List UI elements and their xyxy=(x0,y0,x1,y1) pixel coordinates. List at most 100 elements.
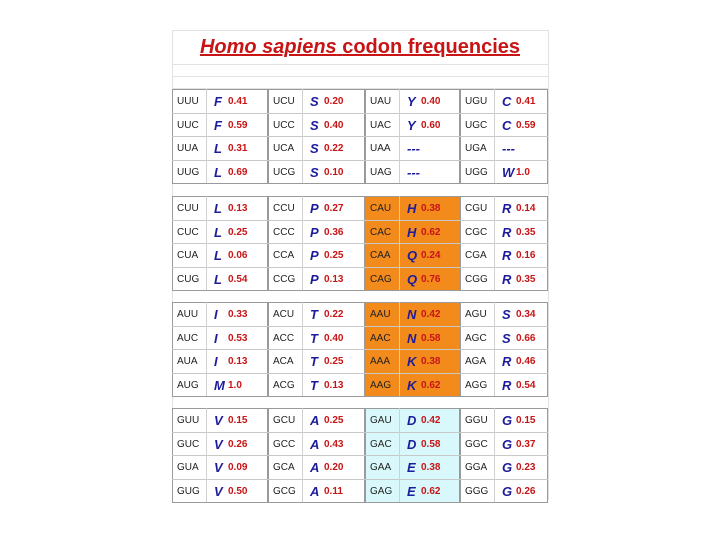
amino-acid: F xyxy=(214,94,222,109)
frequency: 0.35 xyxy=(516,226,536,238)
amino-acid: K xyxy=(407,377,417,393)
amino-acid: R xyxy=(502,354,512,369)
frequency: 0.13 xyxy=(324,379,344,391)
amino-acid: G xyxy=(502,460,513,475)
codon: CGC xyxy=(465,226,488,238)
frequency: 0.24 xyxy=(421,250,441,261)
grid-line xyxy=(268,349,365,350)
frequency: 0.42 xyxy=(421,309,441,320)
grid-line xyxy=(172,478,268,480)
amino-acid: S xyxy=(310,141,319,156)
frequency: 0.20 xyxy=(324,96,344,107)
grid-line xyxy=(460,266,548,268)
frequency: 0.76 xyxy=(421,273,441,285)
frequency: 0.41 xyxy=(228,96,248,107)
codon: GCG xyxy=(273,485,296,497)
amino-acid: R xyxy=(502,248,512,263)
codon: CCC xyxy=(273,226,295,238)
frequency: 0.40 xyxy=(324,332,344,344)
codon: GCC xyxy=(273,438,296,450)
amino-acid: Q xyxy=(407,248,418,263)
grid-line xyxy=(172,30,548,31)
grid-line xyxy=(365,266,460,268)
amino-acid: I xyxy=(214,330,218,346)
amino-acid: H xyxy=(407,224,417,240)
codon: ACC xyxy=(273,332,295,344)
amino-acid: W xyxy=(502,164,515,180)
frequency: 0.33 xyxy=(228,309,248,320)
codon: CGA xyxy=(465,250,487,261)
amino-acid: F xyxy=(214,117,222,133)
grid-line xyxy=(399,196,400,290)
amino-acid: C xyxy=(502,117,512,133)
grid-line xyxy=(365,478,460,480)
grid-line xyxy=(172,455,268,456)
amino-acid: G xyxy=(502,483,513,499)
codon: GAU xyxy=(370,415,392,426)
codon: UGC xyxy=(465,119,488,131)
grid-line xyxy=(460,112,548,114)
frequency: 0.36 xyxy=(324,226,344,238)
grid-line xyxy=(268,372,365,374)
codon: GAC xyxy=(370,438,392,450)
grid-line xyxy=(172,431,268,433)
amino-acid: I xyxy=(214,354,218,369)
grid-line xyxy=(206,408,207,502)
amino-acid: T xyxy=(310,307,318,322)
frequency: 0.27 xyxy=(324,203,344,214)
frequency: 0.60 xyxy=(421,119,441,131)
grid-line xyxy=(302,89,303,183)
frequency: 0.40 xyxy=(421,96,441,107)
codon: UAU xyxy=(370,96,392,107)
grid-line xyxy=(548,30,549,500)
amino-acid: A xyxy=(310,460,320,475)
amino-acid: --- xyxy=(502,141,515,156)
amino-acid: T xyxy=(310,377,318,393)
codon: GGU xyxy=(465,415,488,426)
frequency: 0.11 xyxy=(324,485,343,497)
frequency: 0.62 xyxy=(421,226,441,238)
codon: UGG xyxy=(465,166,488,178)
amino-acid: A xyxy=(310,483,320,499)
codon: GUG xyxy=(177,485,200,497)
codon: AAA xyxy=(370,356,391,367)
frequency: 0.15 xyxy=(516,415,536,426)
amino-acid: S xyxy=(310,117,319,133)
codon: GAG xyxy=(370,485,393,497)
amino-acid: S xyxy=(310,94,319,109)
amino-acid: D xyxy=(407,413,417,428)
amino-acid: E xyxy=(407,483,416,499)
grid-line xyxy=(365,159,460,161)
amino-acid: S xyxy=(310,164,319,180)
grid-line xyxy=(460,478,548,480)
codon: CUC xyxy=(177,226,199,238)
frequency: 0.25 xyxy=(324,250,344,261)
grid-line xyxy=(268,266,365,268)
amino-acid: G xyxy=(502,436,513,452)
amino-acid: R xyxy=(502,224,512,240)
frequency: 0.31 xyxy=(228,143,248,154)
grid-line xyxy=(460,372,548,374)
grid-line xyxy=(399,89,400,183)
title-species: Homo sapiens xyxy=(199,36,337,58)
amino-acid: --- xyxy=(407,164,420,180)
codon: UGA xyxy=(465,143,487,154)
codon: GGA xyxy=(465,462,488,473)
title-text: codon frequencies xyxy=(342,36,521,58)
grid-line xyxy=(365,112,460,114)
codon: UCA xyxy=(273,143,295,154)
codon: GAA xyxy=(370,462,392,473)
amino-acid: G xyxy=(502,413,513,428)
codon: GUU xyxy=(177,415,200,426)
grid-line xyxy=(268,112,365,114)
frequency: 0.16 xyxy=(516,250,536,261)
grid-line xyxy=(172,372,268,374)
grid-line xyxy=(365,219,460,221)
codon: AGC xyxy=(465,332,487,344)
amino-acid: P xyxy=(310,248,319,263)
codon: CGU xyxy=(465,203,488,214)
codon: AGU xyxy=(465,309,487,320)
codon: CCU xyxy=(273,203,295,214)
frequency: 0.54 xyxy=(228,273,248,285)
codon: GUC xyxy=(177,438,200,450)
